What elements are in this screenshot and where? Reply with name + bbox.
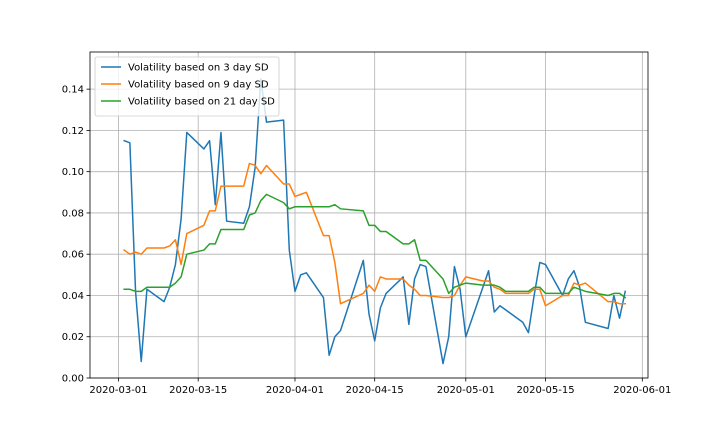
- axes: 2020-03-01 2020-03-15 2020-04-01 2020-04-15…: [62, 51, 671, 396]
- x-tick-label: 2020-04-01: [266, 385, 324, 396]
- series-line-1: [123, 78, 627, 365]
- x-tick-label: 2020-03-01: [89, 385, 147, 396]
- series-line-3: [123, 193, 627, 299]
- series-line-2: [123, 162, 626, 307]
- y-tick-label: 0.08: [62, 208, 84, 219]
- x-tick-label: 2020-03-15: [169, 385, 227, 396]
- x-tick-label: 2020-06-01: [613, 385, 671, 396]
- legend-label: Volatility based on 21 day SD: [128, 97, 275, 108]
- legend-box: [94, 56, 280, 117]
- y-tick-label: 0.12: [62, 126, 84, 137]
- y-tick-label: 0.10: [62, 167, 84, 178]
- legend: Volatility based on 3 day SD Volatility b…: [94, 56, 280, 117]
- y-tick-label: 0.06: [62, 250, 84, 261]
- x-tick-label: 2020-05-15: [516, 385, 574, 396]
- legend-label: Volatility based on 3 day SD: [128, 63, 269, 74]
- y-tick-label: 0.02: [62, 332, 84, 343]
- y-tick-label: 0.00: [62, 374, 84, 385]
- x-tick-label: 2020-04-15: [346, 385, 404, 396]
- plot-frame: [89, 51, 649, 379]
- series-lines: [123, 78, 627, 365]
- x-tick-label: 2020-05-01: [437, 385, 495, 396]
- y-tick-label: 0.04: [62, 291, 84, 302]
- legend-label: Volatility based on 9 day SD: [128, 80, 269, 91]
- y-tick-label: 0.14: [62, 85, 84, 96]
